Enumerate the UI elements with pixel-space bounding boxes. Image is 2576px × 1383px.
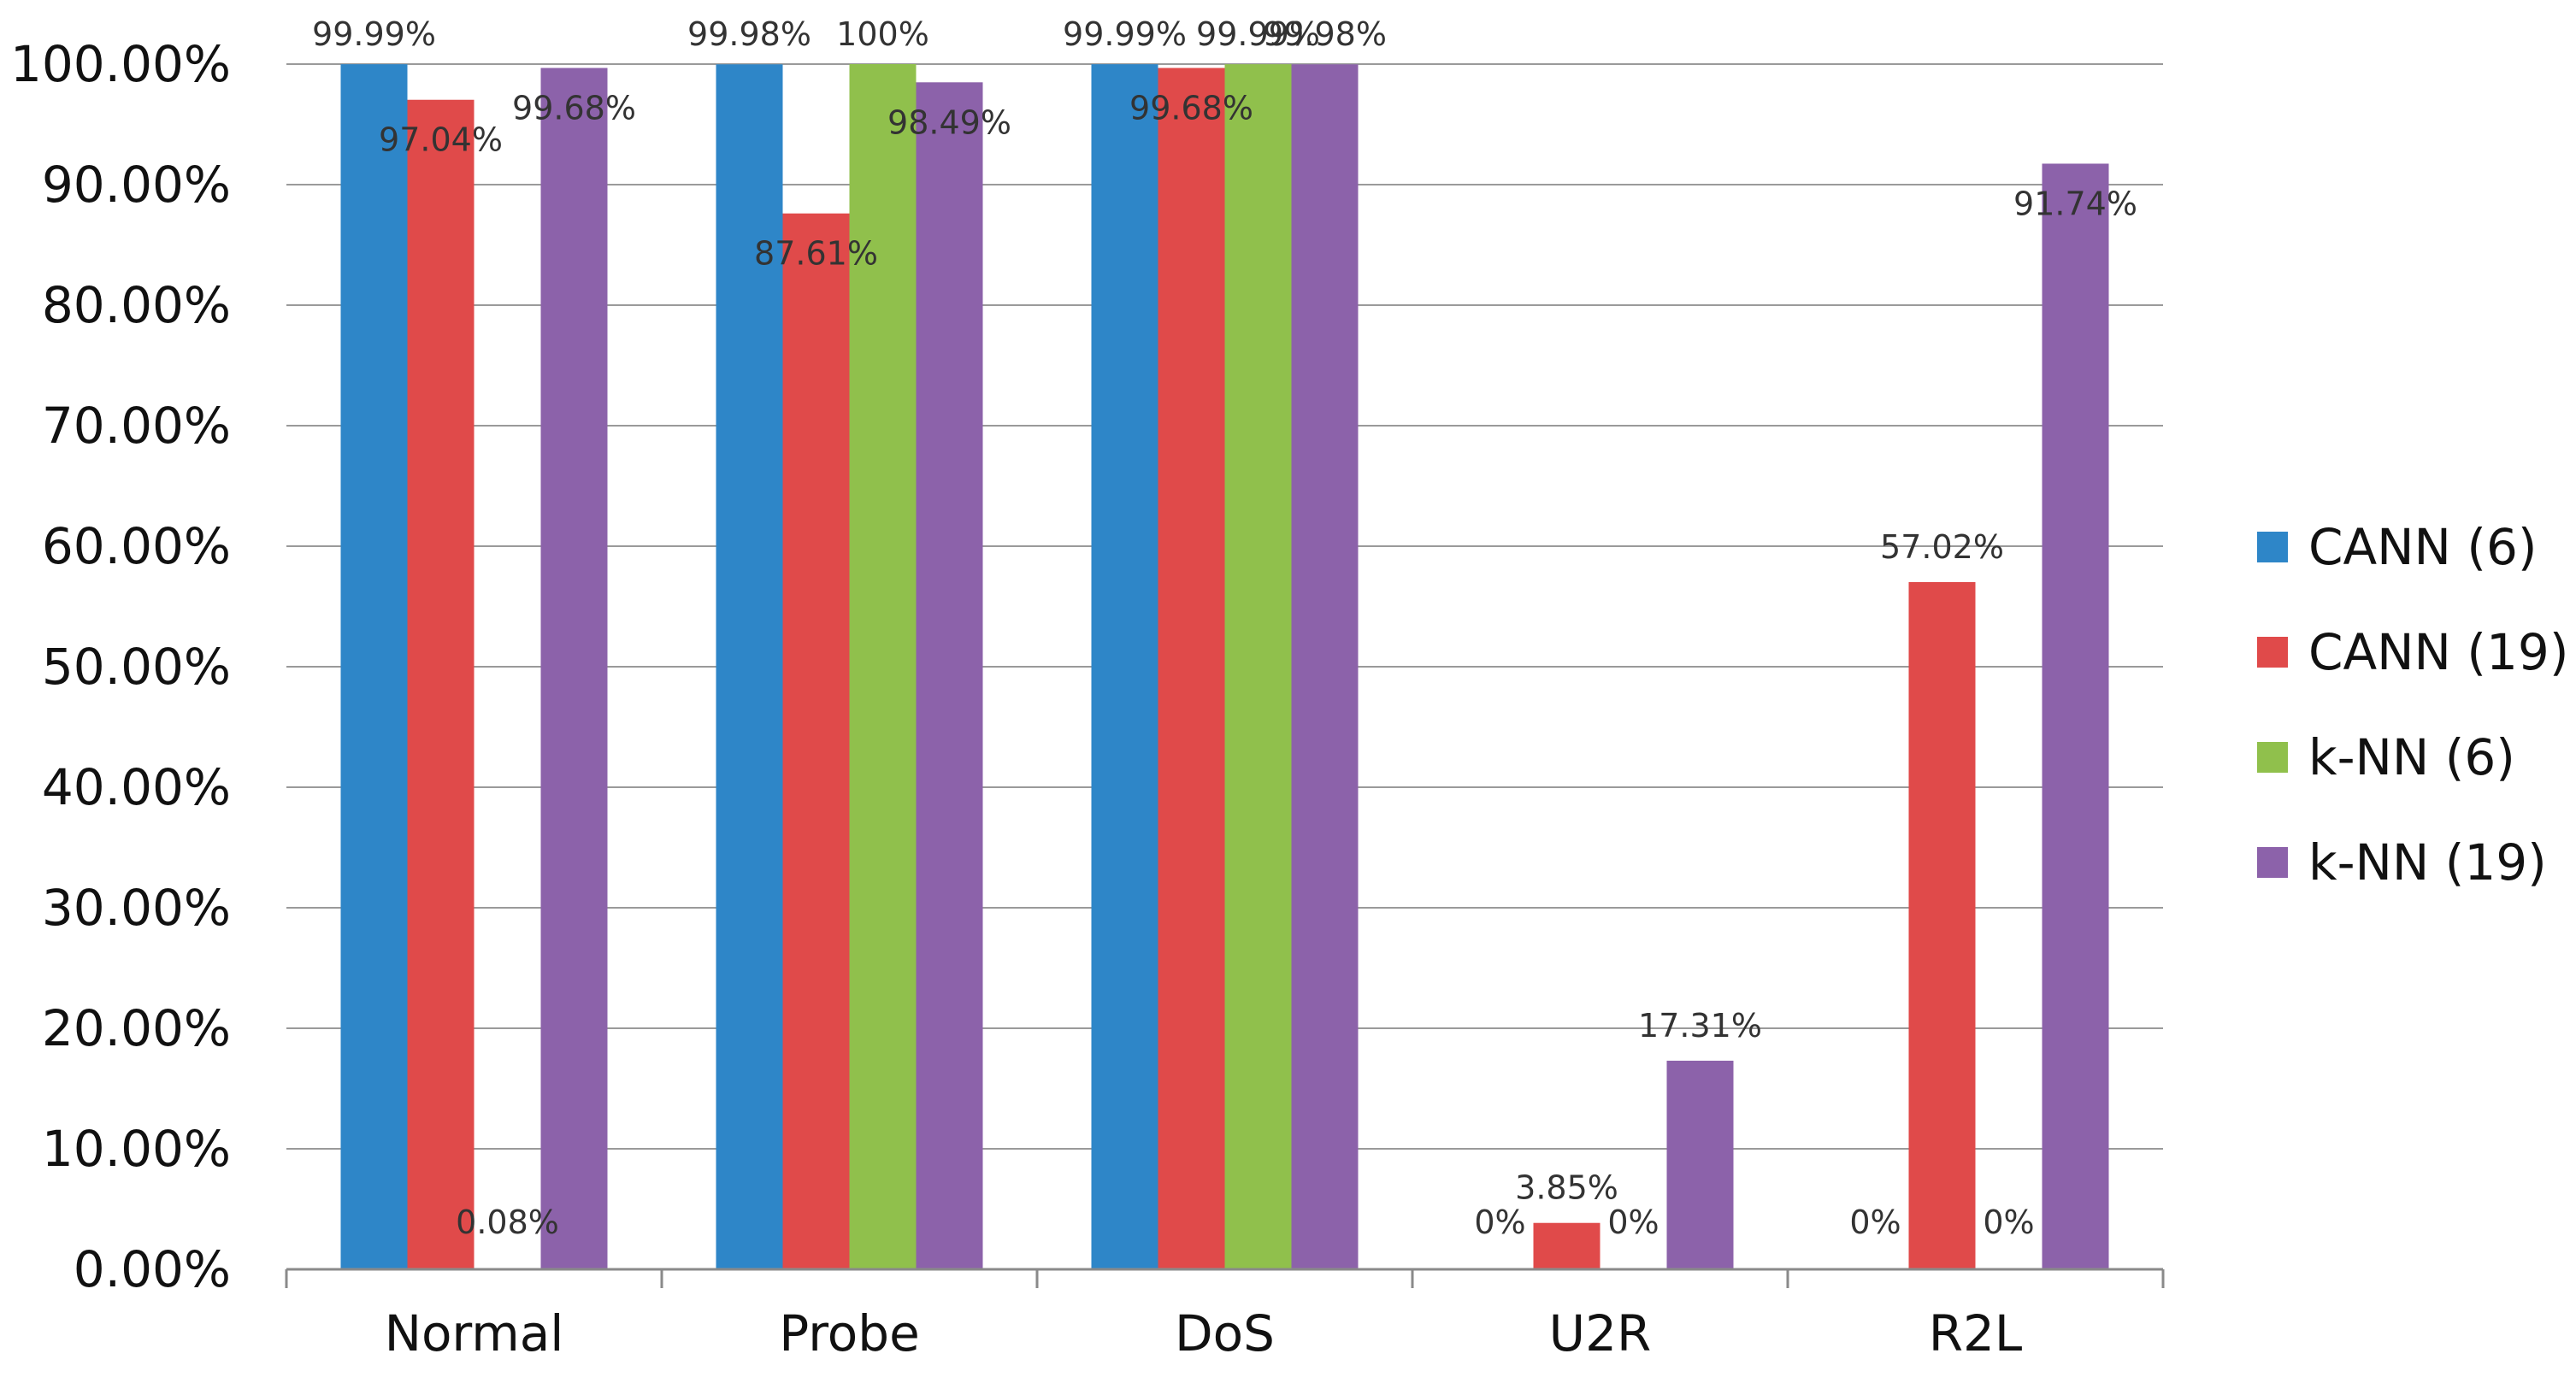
bar — [1224, 64, 1292, 1270]
legend-label: CANN (19) — [2308, 623, 2568, 681]
y-tick-label: 100.00% — [10, 35, 231, 93]
bar — [407, 99, 475, 1270]
data-label: 3.85% — [1515, 1169, 1618, 1207]
y-tick-label: 10.00% — [42, 1120, 231, 1178]
data-labels: 99.99% 97.04% 0.08% 99.68% 99.98% 87.61% 100% 9… — [312, 15, 2137, 1241]
y-tick-label: 40.00% — [42, 758, 231, 816]
data-label: 99.98% — [1263, 15, 1387, 53]
bar — [340, 64, 408, 1270]
data-label: 91.74% — [2013, 185, 2137, 222]
bar — [1091, 64, 1158, 1270]
data-label: 99.98% — [687, 15, 811, 53]
y-tick-label: 0.00% — [74, 1240, 231, 1298]
data-label: 99.68% — [1129, 90, 1253, 127]
data-label: 0% — [1849, 1204, 1901, 1241]
data-label: 0.08% — [456, 1204, 559, 1241]
data-label: 98.49% — [887, 103, 1011, 141]
bar — [1291, 64, 1359, 1270]
y-tick-label: 60.00% — [42, 517, 231, 575]
bar — [2042, 163, 2109, 1269]
data-label: 100% — [836, 15, 929, 53]
category-label: Probe — [779, 1304, 920, 1362]
bars — [340, 64, 2109, 1270]
category-label: R2L — [1929, 1304, 2023, 1362]
bar — [1533, 1222, 1600, 1269]
data-label: 0% — [1474, 1204, 1525, 1241]
y-tick-label: 50.00% — [42, 638, 231, 696]
legend-swatch — [2257, 847, 2288, 878]
y-tick-label: 20.00% — [42, 999, 231, 1057]
data-label: 99.99% — [1063, 15, 1187, 53]
bar — [1158, 68, 1225, 1270]
legend-label: k-NN (6) — [2308, 728, 2515, 786]
data-label: 17.31% — [1638, 1007, 1762, 1045]
data-label: 99.68% — [512, 90, 636, 127]
legend-swatch — [2257, 742, 2288, 773]
y-tick-label: 70.00% — [42, 397, 231, 455]
category-labels: Normal Probe DoS U2R R2L — [385, 1304, 2023, 1362]
data-label: 97.04% — [379, 121, 503, 159]
y-tick-label: 80.00% — [42, 276, 231, 334]
legend-swatch — [2257, 637, 2288, 668]
category-label: Normal — [385, 1304, 564, 1362]
data-label: 99.99% — [1196, 15, 1320, 53]
bar — [782, 213, 850, 1270]
data-label: 57.02% — [1880, 528, 2004, 566]
bar — [849, 64, 917, 1269]
category-label: U2R — [1549, 1304, 1652, 1362]
bar — [1908, 582, 1976, 1269]
legend-label: CANN (6) — [2308, 518, 2538, 576]
bar — [916, 82, 983, 1269]
bar — [1666, 1060, 1734, 1269]
legend-swatch — [2257, 532, 2288, 562]
legend: CANN (6) CANN (19) k-NN (6) k-NN (19) — [2257, 518, 2568, 892]
y-tick-label: 90.00% — [42, 156, 231, 214]
x-axis — [285, 1268, 2165, 1288]
y-tick-label: 30.00% — [42, 879, 231, 937]
legend-label: k-NN (19) — [2308, 833, 2547, 892]
y-axis-ticks: 0.00% 10.00% 20.00% 30.00% 40.00% 50.00% 60.00… — [10, 35, 231, 1298]
data-label: 0% — [1607, 1204, 1659, 1241]
bar — [540, 68, 608, 1270]
data-label: 0% — [1983, 1204, 2034, 1241]
category-label: DoS — [1175, 1304, 1275, 1362]
bar — [716, 64, 783, 1270]
data-label: 99.99% — [312, 15, 436, 53]
data-label: 87.61% — [754, 235, 878, 273]
